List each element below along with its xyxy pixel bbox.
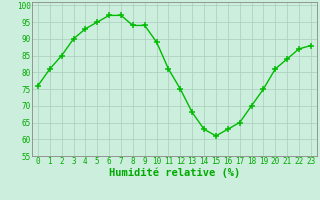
X-axis label: Humidité relative (%): Humidité relative (%) [109, 168, 240, 178]
